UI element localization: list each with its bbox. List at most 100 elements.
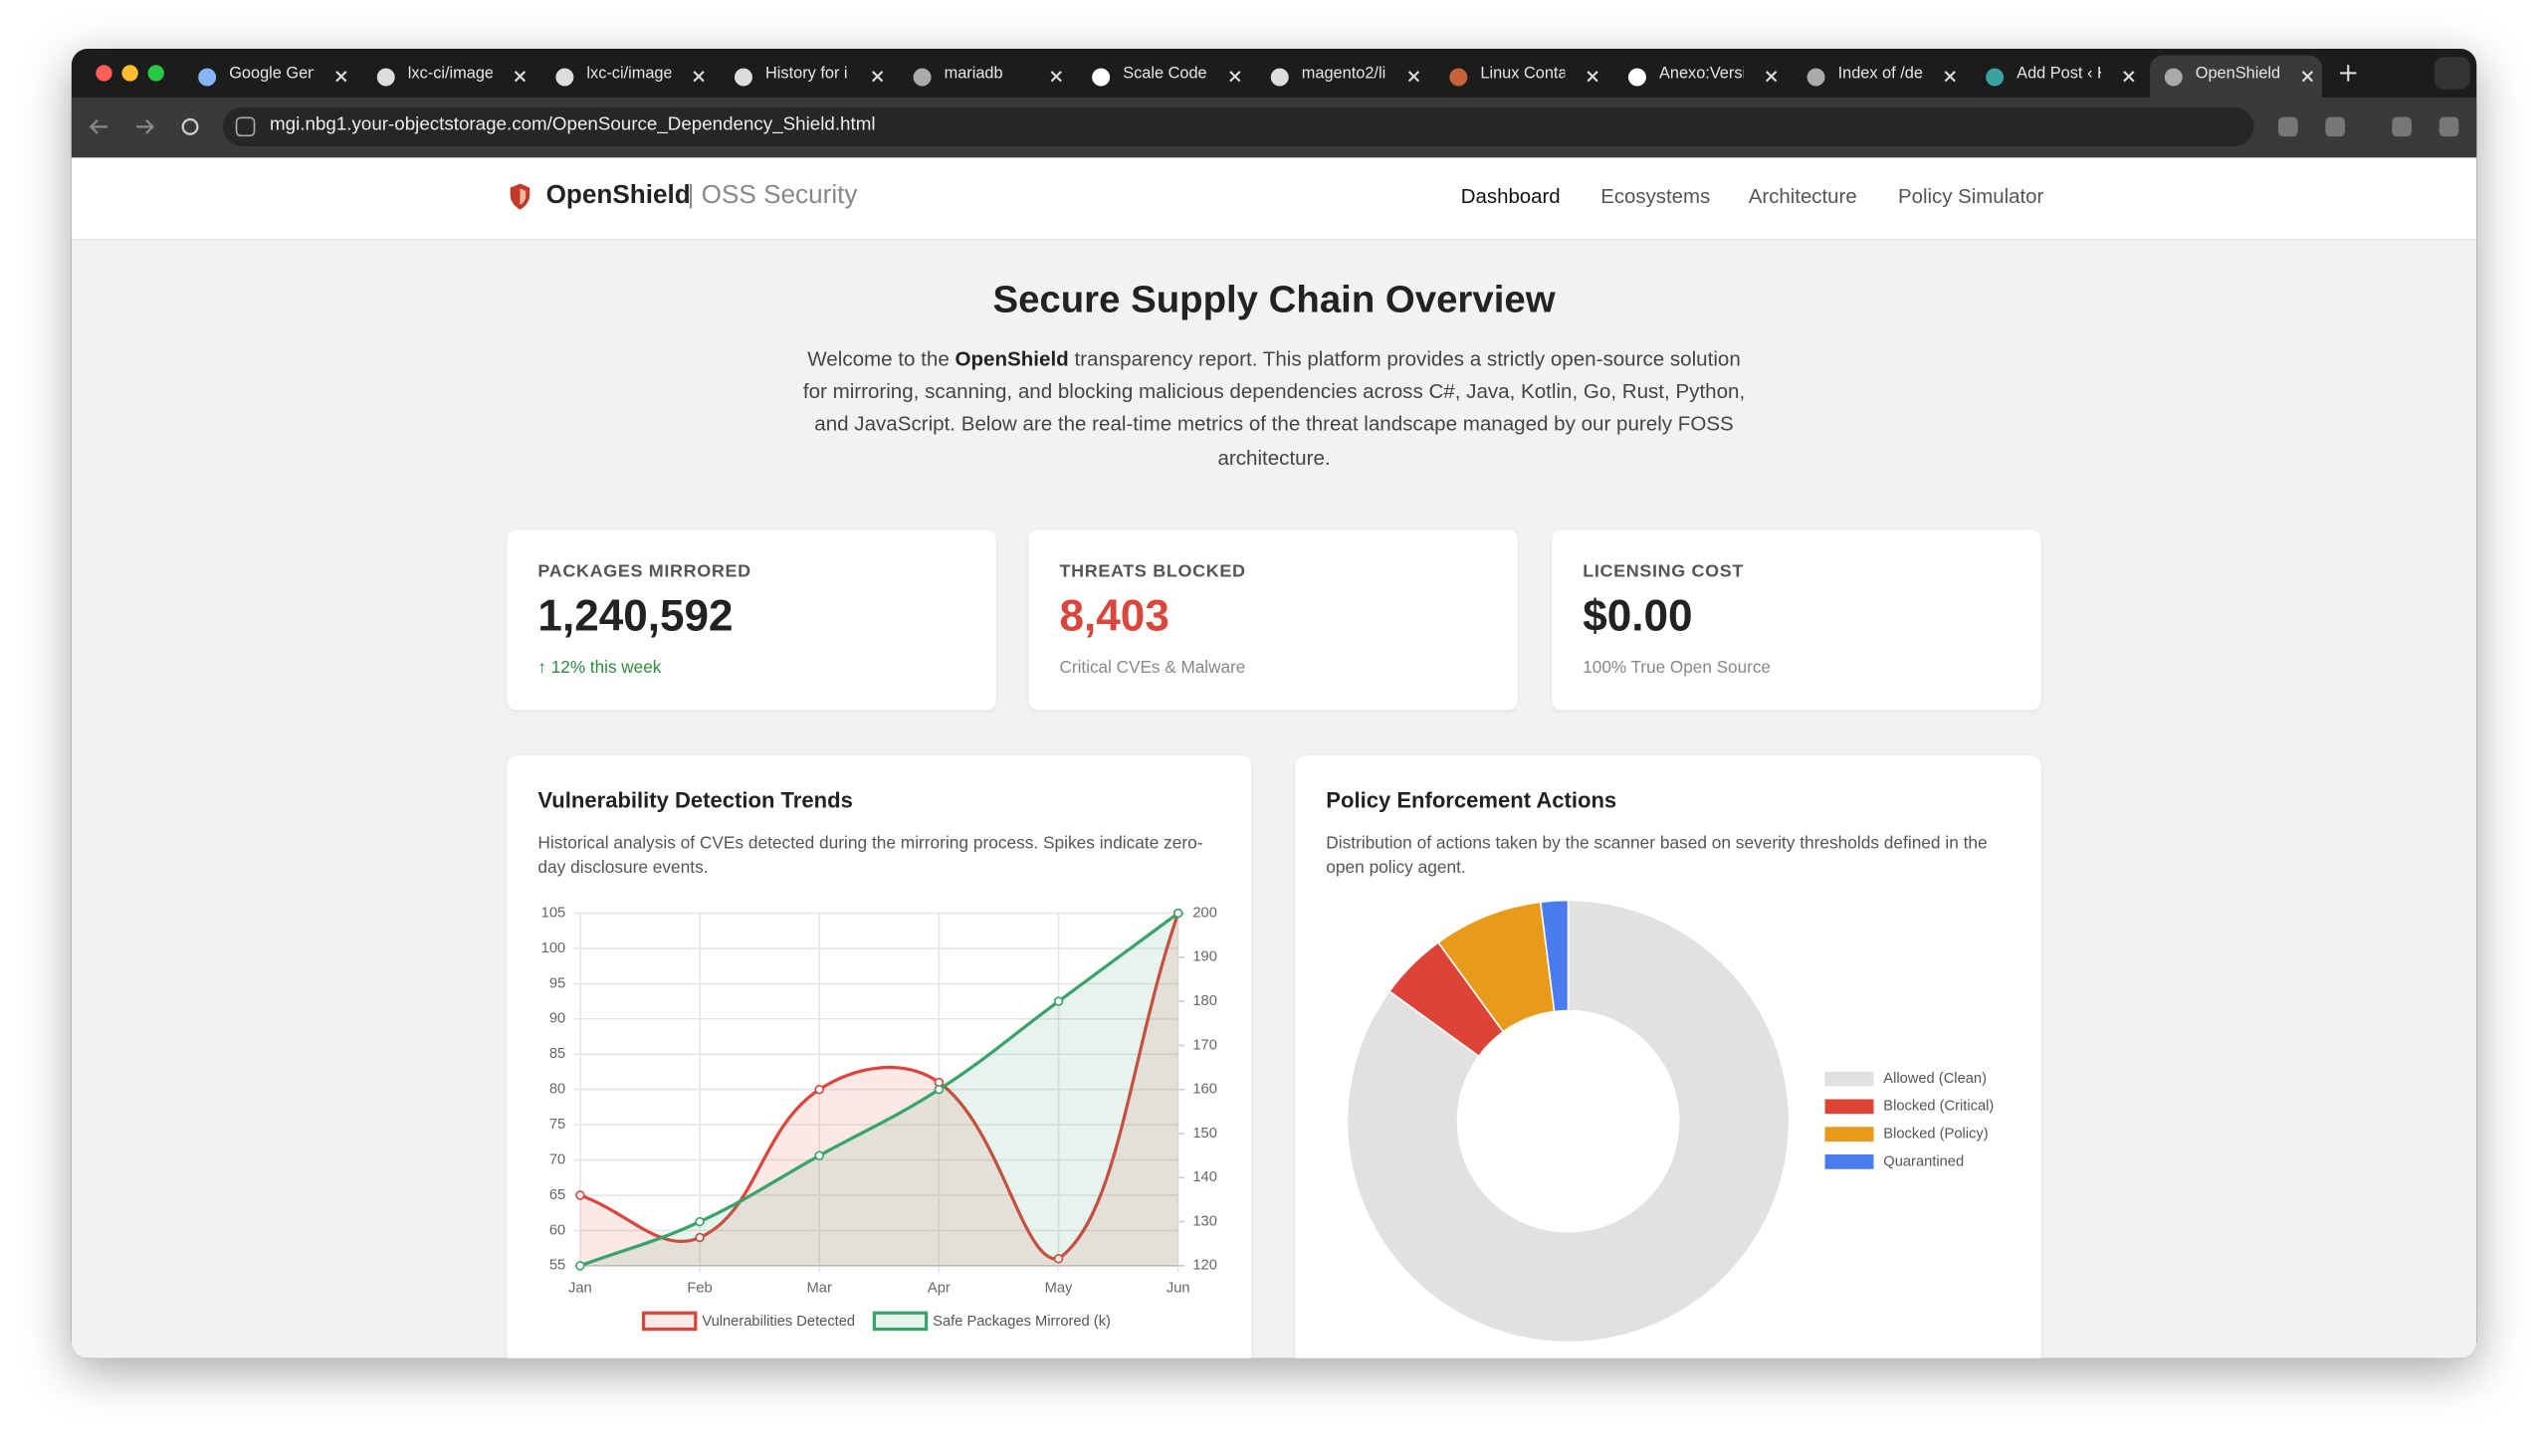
y-tick-label: 100 (541, 940, 566, 956)
y-tick-label: 55 (549, 1258, 565, 1274)
stat-note: 100% True Open Source (1583, 658, 1771, 678)
legend-swatch (641, 1311, 698, 1332)
doughnut-slice (1346, 899, 1791, 1344)
tab-title: Scale Coder (1123, 65, 1208, 84)
stat-label: THREATS BLOCKED (1059, 561, 1246, 582)
tab[interactable]: History for i (720, 56, 892, 98)
close-icon (2123, 71, 2135, 83)
tab-icon (1449, 68, 1468, 87)
stat-card: THREATS BLOCKED 8,403 Critical CVEs & Malw… (1028, 529, 1518, 711)
stat-value: 8,403 (1059, 591, 1169, 641)
close-icon (1229, 71, 1241, 83)
stat-card: PACKAGES MIRRORED 1,240,592 ↑ 12% this wee… (507, 529, 996, 711)
y2-tick-label: 180 (1192, 993, 1217, 1009)
shield-inner (520, 188, 527, 205)
y-tick-label: 65 (549, 1187, 565, 1203)
toolbar: mgi.nbg1.your-objectstorage.com/OpenSour… (71, 97, 2477, 158)
y2-tick-label: 200 (1192, 905, 1217, 921)
tab-icon (1986, 68, 2005, 87)
tab[interactable]: Linux Conta (1435, 56, 1607, 98)
tab-close[interactable] (1048, 69, 1064, 85)
window-control[interactable] (121, 65, 138, 82)
address-bar[interactable]: mgi.nbg1.your-objectstorage.com/OpenSour… (222, 106, 2254, 146)
legend-label: Blocked (Critical) (1883, 1099, 1994, 1115)
tab-title: lxc-ci/image (407, 65, 493, 84)
y-tick-label: 90 (549, 1011, 565, 1027)
tab-close[interactable] (1942, 69, 1958, 85)
y-tick-label: 105 (541, 905, 566, 921)
tab-icon (734, 68, 752, 87)
data-point (1172, 908, 1183, 919)
x-tick-label: Feb (687, 1281, 712, 1297)
tab[interactable]: mariadb (899, 56, 1071, 98)
window-control[interactable] (147, 65, 164, 82)
tab-close[interactable] (512, 69, 528, 85)
close-icon (1407, 71, 1420, 83)
close-icon (1944, 71, 1956, 83)
nav-link[interactable]: Ecosystems (1600, 185, 1711, 208)
toolbar-icon[interactable] (2439, 116, 2459, 137)
close-icon (1050, 71, 1062, 83)
tab-close[interactable] (1585, 69, 1600, 85)
y-tick-label: 60 (549, 1222, 565, 1238)
y-tick-label: 80 (549, 1082, 565, 1098)
tab-close[interactable] (333, 69, 349, 85)
tab[interactable]: Add Post ‹ H (1971, 56, 2143, 98)
tab-close[interactable] (2121, 69, 2137, 85)
tab[interactable]: magento2/li (1256, 56, 1428, 98)
x-tick-label: Apr (928, 1281, 951, 1297)
legend-label: Allowed (Clean) (1883, 1071, 1987, 1087)
tab[interactable]: lxc-ci/image (362, 56, 534, 98)
nav-buttons[interactable] (85, 98, 215, 157)
legend-swatch (1824, 1127, 1874, 1142)
tab[interactable]: lxc-ci/image (541, 56, 714, 98)
data-point (695, 1232, 705, 1243)
new-tab-button[interactable] (2338, 64, 2358, 84)
y2-tick-label: 140 (1192, 1169, 1217, 1185)
window-control[interactable] (96, 65, 112, 82)
tab-icon (913, 68, 932, 87)
data-point (814, 1150, 824, 1160)
intro-brand: OpenShield (955, 347, 1069, 371)
tab-close[interactable] (1405, 69, 1421, 85)
tab[interactable]: Index of /de (1793, 56, 1965, 98)
nav-link[interactable]: Architecture (1748, 185, 1857, 208)
tab-icon (2164, 68, 2183, 87)
tab-close[interactable] (2299, 69, 2315, 85)
data-point (1053, 1254, 1064, 1264)
data-point (934, 1084, 945, 1095)
active-tab[interactable]: OpenShield (2150, 55, 2323, 98)
tab-search[interactable] (2434, 57, 2470, 90)
tab-close[interactable] (691, 69, 707, 85)
tab[interactable]: Google Gem (183, 56, 355, 98)
tab-close[interactable] (869, 69, 885, 85)
tab-icon (555, 68, 574, 87)
nav-link[interactable]: Dashboard (1460, 185, 1561, 208)
nav-link[interactable]: Policy Simulator (1897, 185, 2044, 208)
tab[interactable]: Anexo:Versi (1613, 56, 1786, 98)
tab-icon (376, 68, 395, 87)
toolbar-icon[interactable] (2325, 116, 2345, 137)
tab-close[interactable] (1763, 69, 1779, 85)
stat-note: ↑ 12% this week (537, 658, 662, 678)
tab-title: Anexo:Versi (1658, 65, 1744, 84)
y2-tick-label: 170 (1192, 1037, 1217, 1053)
plus-icon (2340, 65, 2357, 82)
site-info-icon (235, 116, 256, 137)
data-point (1053, 996, 1064, 1006)
tab-icon (1092, 68, 1111, 87)
toolbar-icon[interactable] (2392, 116, 2412, 137)
tab-close[interactable] (1227, 69, 1243, 85)
tab-title: OpenShield (2195, 65, 2280, 84)
chart-title: Policy Enforcement Actions (1326, 787, 1617, 813)
x-tick-label: Mar (807, 1281, 832, 1297)
data-point (814, 1084, 824, 1095)
series-line (579, 912, 1179, 1268)
browser-window: Google Gem lxc-ci/image lxc-ci/image Histor… (71, 48, 2477, 1358)
tab-icon (1627, 68, 1646, 87)
close-icon (2301, 71, 2314, 83)
close-icon (1587, 71, 1598, 83)
toolbar-icon[interactable] (2278, 116, 2298, 137)
tab[interactable]: Scale Coder (1077, 56, 1249, 98)
chart-card: Policy Enforcement Actions Distribution o… (1295, 755, 2041, 1358)
